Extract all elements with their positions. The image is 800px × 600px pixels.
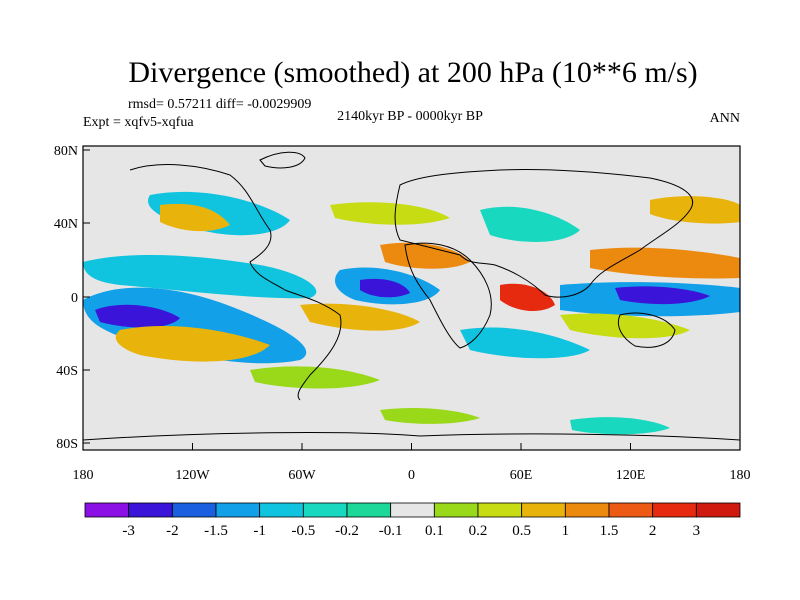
field-negative: [360, 278, 410, 298]
period-label: 2140kyr BP - 0000kyr BP: [337, 109, 483, 124]
field-negative: [83, 254, 317, 299]
colorbar-label: -1.5: [204, 523, 228, 539]
colorbar-swatch: [302, 502, 348, 518]
colorbar-swatch: [390, 502, 435, 518]
colorbar-label: 0.5: [512, 523, 531, 539]
colorbar-label: -0.5: [291, 523, 315, 539]
colorbar-swatch: [171, 502, 217, 518]
lat-tick-label: 40S: [56, 364, 78, 379]
field-negative: [570, 417, 670, 435]
lon-tick-label: 120E: [616, 468, 646, 483]
lon-tick-label: 60W: [288, 468, 316, 483]
africa-coast: [404, 242, 492, 349]
colorbar-swatch: [695, 502, 741, 518]
experiment-label: Expt = xqfv5-xqfua: [83, 115, 194, 130]
americas-coast: [129, 164, 342, 401]
antarctica-coast: [83, 432, 740, 441]
field-negative: [615, 286, 710, 305]
colorbar-label: -2: [166, 523, 179, 539]
lat-tick-label: 80N: [54, 144, 78, 159]
colorbar-label: -0.1: [379, 523, 403, 539]
field-positive: [250, 366, 380, 389]
australia-coast: [617, 312, 676, 348]
colorbar-swatch: [215, 502, 261, 518]
colorbar-swatch: [608, 502, 654, 518]
field-positive: [500, 283, 555, 312]
coastlines: [83, 151, 740, 441]
field-positive: [115, 325, 270, 362]
field-negative: [480, 206, 580, 242]
colorbar-label: -3: [122, 523, 135, 539]
field-positive: [380, 407, 480, 424]
colorbar-swatch: [259, 502, 304, 518]
eurasia-coast: [394, 168, 693, 298]
lon-tick-label: 180: [730, 468, 751, 483]
lon-axis: 180 120W 60W 0 60E 120E 180: [73, 443, 751, 483]
field-positive: [650, 196, 740, 224]
lat-tick-label: 0: [71, 291, 78, 306]
greenland-coast: [259, 151, 306, 169]
colorbar-swatch: [521, 502, 566, 518]
colorbar-label: 0.2: [469, 523, 488, 539]
stats-line: rmsd= 0.57211 diff= -0.0029909: [128, 97, 311, 112]
lat-axis: 80N 40N 0 40S 80S: [54, 144, 90, 452]
lat-tick-label: 40N: [54, 217, 78, 232]
field-positive: [330, 202, 450, 225]
colorbar-swatch: [477, 502, 523, 518]
lat-tick-label: 80S: [56, 437, 78, 452]
season-label: ANN: [710, 111, 740, 126]
colorbar-label: -0.2: [335, 523, 359, 539]
colorbar-label: 0.1: [425, 523, 444, 539]
colorbar-swatch: [433, 502, 479, 518]
colorbar-swatch: [346, 502, 392, 518]
colorbar: -3 -2 -1.5 -1 -0.5 -0.2 -0.1 0.1 0.2 0.5 1 1.5 2 3: [84, 502, 741, 539]
lon-tick-label: 180: [73, 468, 94, 483]
colorbar-swatch: [564, 502, 610, 518]
map-title: Divergence (smoothed) at 200 hPa (10**6 …: [128, 56, 697, 89]
colorbar-swatch: [652, 502, 697, 518]
field-positive: [300, 303, 420, 331]
field-positive: [560, 313, 690, 339]
divergence-field: [83, 191, 740, 435]
field-positive: [160, 203, 230, 232]
colorbar-label: 1.5: [600, 523, 619, 539]
colorbar-label: 1: [562, 523, 570, 539]
field-positive: [380, 242, 470, 269]
lon-tick-label: 0: [408, 468, 415, 483]
field-negative: [95, 304, 180, 328]
field-positive: [590, 247, 740, 279]
lon-tick-label: 60E: [510, 468, 533, 483]
colorbar-label: -1: [253, 523, 266, 539]
colorbar-swatch: [84, 502, 130, 518]
colorbar-swatch: [128, 502, 173, 518]
lon-tick-label: 120W: [175, 468, 210, 483]
colorbar-label: 2: [649, 523, 657, 539]
field-negative: [460, 327, 590, 359]
map-panel: [82, 145, 741, 451]
colorbar-label: 3: [693, 523, 701, 539]
